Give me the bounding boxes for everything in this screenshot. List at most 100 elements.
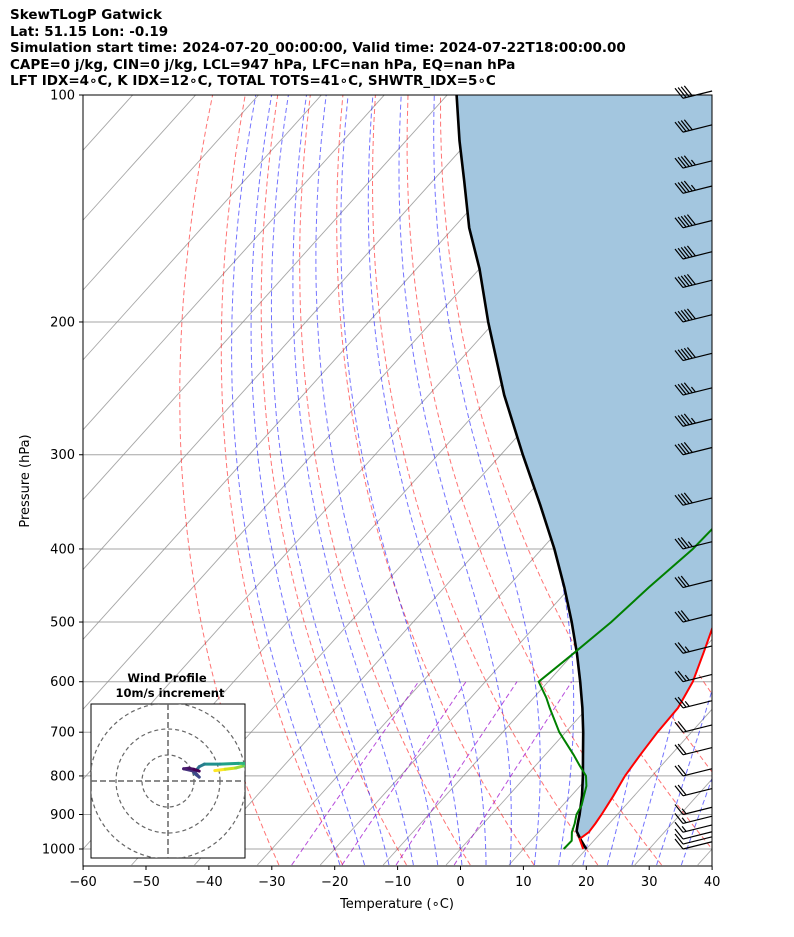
dry-adiabat bbox=[220, 95, 344, 866]
hodograph-segment bbox=[213, 767, 227, 773]
y-tick-label: 700 bbox=[50, 726, 75, 741]
dry-adiabat bbox=[766, 95, 794, 865]
chart-header: SkewTLogP Gatwick Lat: 51.15 Lon: -0.19 … bbox=[10, 7, 626, 90]
y-tick-label: 1000 bbox=[42, 843, 75, 858]
mixing-ratio-line bbox=[395, 681, 518, 866]
header-line-2: Lat: 51.15 Lon: -0.19 bbox=[10, 23, 169, 40]
cin-shading bbox=[456, 95, 712, 849]
mixing-ratio-line bbox=[291, 681, 419, 866]
wind-barb bbox=[674, 696, 713, 709]
wind-barb bbox=[674, 743, 713, 756]
y-tick-label: 600 bbox=[50, 675, 75, 690]
wind-barb bbox=[674, 308, 713, 323]
x-tick-label: −20 bbox=[321, 875, 348, 890]
hodograph-inset: Wind Profile 10m/s increment bbox=[90, 671, 246, 859]
dry-adiabat bbox=[260, 95, 407, 866]
wind-barb bbox=[674, 119, 713, 133]
y-axis-label: Pressure (hPa) bbox=[18, 434, 33, 527]
x-tick-label: −40 bbox=[195, 875, 222, 890]
isotherm-line bbox=[571, 708, 712, 866]
y-tick-label: 500 bbox=[50, 616, 75, 631]
parcel-profile-line bbox=[455, 95, 588, 850]
wind-barb bbox=[674, 492, 713, 506]
wind-barb bbox=[674, 838, 713, 850]
moist-adiabat bbox=[315, 95, 439, 866]
dry-adiabat bbox=[734, 95, 794, 865]
dry-adiabat bbox=[371, 95, 599, 866]
wind-barb bbox=[674, 670, 713, 683]
mixing-ratio-line bbox=[341, 681, 467, 866]
temperature-line bbox=[578, 626, 712, 850]
wind-barbs bbox=[674, 85, 713, 850]
wind-barb bbox=[674, 784, 713, 797]
moist-adiabat bbox=[292, 95, 414, 866]
moist-adiabat bbox=[656, 688, 712, 866]
wind-barb bbox=[674, 764, 713, 777]
dry-adiabat bbox=[336, 95, 535, 866]
isotherm-line bbox=[83, 95, 448, 501]
header-line-3: Simulation start time: 2024-07-20_00:00:… bbox=[10, 40, 626, 56]
header-line-5: LFT IDX=4∘C, K IDX=12∘C, TOTAL TOTS=41∘C… bbox=[10, 73, 496, 89]
hodograph-title: Wind Profile bbox=[127, 671, 207, 685]
dewpoint-line bbox=[537, 527, 712, 850]
isotherm-line bbox=[83, 95, 322, 361]
x-tick-label: −30 bbox=[258, 875, 285, 890]
dry-adiabat bbox=[406, 95, 662, 866]
wind-barb bbox=[674, 155, 713, 169]
wind-barb bbox=[674, 245, 713, 260]
isotherm-line bbox=[83, 95, 259, 291]
wind-barb bbox=[674, 833, 713, 845]
wind-barb bbox=[674, 214, 713, 229]
header-line-4: CAPE=0 j/kg, CIN=0 j/kg, LCL=947 hPa, LF… bbox=[10, 56, 516, 73]
y-tick-label: 800 bbox=[50, 769, 75, 784]
wind-barb bbox=[674, 274, 713, 289]
wind-barb bbox=[674, 347, 713, 362]
x-tick-label: −50 bbox=[132, 875, 159, 890]
wind-barb bbox=[674, 575, 713, 589]
dry-adiabat bbox=[700, 95, 712, 143]
y-tick-label: 100 bbox=[50, 89, 75, 104]
y-tick-label: 200 bbox=[50, 315, 75, 330]
x-tick-label: −10 bbox=[384, 875, 411, 890]
wind-barb bbox=[674, 537, 713, 550]
x-tick-label: 0 bbox=[456, 875, 464, 890]
axes-layer: −60 −50 −40 −30 −20 −10 0 10 20 30 40 100 200 300 400 5… bbox=[42, 89, 720, 891]
isotherm-line bbox=[83, 95, 385, 431]
moist-adiabat bbox=[680, 777, 712, 866]
hodograph-segment bbox=[223, 766, 238, 771]
mixing-ratio-line bbox=[453, 681, 573, 866]
wind-barb bbox=[674, 442, 713, 456]
wind-barb bbox=[674, 642, 713, 654]
wind-barb bbox=[674, 804, 713, 816]
moist-adiabat bbox=[340, 95, 463, 866]
wind-barb bbox=[674, 721, 713, 733]
hodograph-segment bbox=[192, 767, 201, 773]
wind-barb bbox=[674, 813, 713, 825]
hodograph-segment bbox=[218, 761, 240, 766]
dry-adiabat bbox=[299, 95, 471, 866]
isotherm-line bbox=[382, 498, 712, 866]
x-axis-label: Temperature (∘C) bbox=[339, 897, 454, 912]
isotherm-line bbox=[83, 95, 511, 571]
x-tick-label: 10 bbox=[515, 875, 532, 890]
wind-barb bbox=[674, 413, 713, 427]
dry-adiabat bbox=[179, 95, 280, 866]
x-tick-label: −60 bbox=[69, 875, 96, 890]
y-tick-label: 400 bbox=[50, 542, 75, 557]
moist-adiabat bbox=[433, 95, 541, 866]
hodograph-subtitle: 10m/s increment bbox=[116, 686, 225, 700]
data-layer bbox=[455, 95, 712, 850]
x-tick-label: 20 bbox=[578, 875, 595, 890]
moist-adiabat bbox=[231, 95, 341, 866]
wind-barb bbox=[674, 828, 713, 840]
wind-barb bbox=[674, 382, 713, 396]
isotherm-line bbox=[83, 95, 574, 641]
y-tick-label: 300 bbox=[50, 448, 75, 463]
header-line-1: SkewTLogP Gatwick bbox=[10, 7, 163, 23]
wind-barb bbox=[674, 610, 713, 623]
x-tick-label: 40 bbox=[704, 875, 721, 890]
y-tick-label: 900 bbox=[50, 808, 75, 823]
wind-barb bbox=[674, 821, 713, 833]
moist-adiabat bbox=[250, 95, 365, 866]
